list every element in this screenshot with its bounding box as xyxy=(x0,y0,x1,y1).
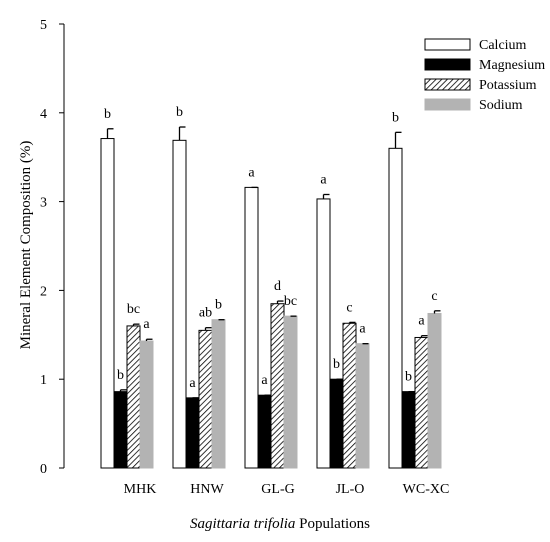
y-tick-label: 1 xyxy=(40,373,47,388)
significance-letter: d xyxy=(274,279,281,294)
axes: 0 1 2 3 4 5 xyxy=(40,18,65,477)
bar-potassium-mhk xyxy=(126,325,141,469)
bar-sodium-hnw xyxy=(211,319,226,469)
x-category-label: HNW xyxy=(190,482,224,497)
significance-letter: a xyxy=(320,172,327,187)
y-tick-label: 3 xyxy=(40,196,47,211)
y-tick-label: 5 xyxy=(40,18,47,33)
x-axis-title-rest: Populations xyxy=(295,516,370,532)
bar-potassium-jl-o xyxy=(342,322,357,469)
y-tick-label: 4 xyxy=(40,107,47,122)
significance-letter: b xyxy=(392,110,399,125)
significance-letter: a xyxy=(248,165,255,180)
bar-calcium-wc-xc xyxy=(388,147,403,469)
legend-swatch-potassium xyxy=(424,78,471,91)
legend-swatch-sodium xyxy=(424,98,471,111)
x-axis-title-italic: Sagittaria trifolia xyxy=(190,516,295,532)
significance-letter: a xyxy=(143,317,150,332)
bar-sodium-mhk xyxy=(139,340,154,469)
significance-letter: a xyxy=(359,322,366,337)
legend-label-potassium: Potassium xyxy=(479,78,537,93)
legend-label-calcium: Calcium xyxy=(479,38,527,53)
x-category-label: WC-XC xyxy=(403,482,450,497)
significance-letter: c xyxy=(431,289,437,304)
significance-letter: b xyxy=(215,298,222,313)
bar-magnesium-gl-g xyxy=(257,394,272,469)
bar-calcium-jl-o xyxy=(316,198,331,469)
bar-potassium-hnw xyxy=(198,329,213,469)
significance-letter: c xyxy=(346,300,352,315)
significance-letter: b xyxy=(176,105,183,120)
legend-swatch-calcium xyxy=(424,38,471,51)
legend: Calcium Magnesium Potassium Sodium xyxy=(424,38,545,113)
significance-letter: bc xyxy=(284,294,297,309)
bar-magnesium-mhk xyxy=(113,391,128,469)
x-axis-title: Sagittaria trifolia Populations xyxy=(190,516,370,532)
significance-letter: a xyxy=(261,373,268,388)
legend-label-magnesium: Magnesium xyxy=(479,58,545,73)
significance-letter: ab xyxy=(199,306,212,321)
significance-letter: a xyxy=(418,314,425,329)
significance-letter: b xyxy=(117,368,124,383)
x-category-label: JL-O xyxy=(336,482,365,497)
bar-sodium-wc-xc xyxy=(427,312,442,469)
bar-magnesium-wc-xc xyxy=(401,391,416,469)
x-category-label: GL-G xyxy=(261,482,294,497)
significance-letter: b xyxy=(333,357,340,372)
bar-potassium-gl-g xyxy=(270,303,285,469)
bar-magnesium-jl-o xyxy=(329,378,344,469)
y-axis-title: Mineral Element Composition (%) xyxy=(18,141,34,350)
bar-magnesium-hnw xyxy=(185,397,200,469)
bar-calcium-mhk xyxy=(100,138,115,469)
bar-sodium-gl-g xyxy=(283,315,298,469)
bar-calcium-gl-g xyxy=(244,186,259,469)
x-category-label: MHK xyxy=(124,482,157,497)
significance-letter: b xyxy=(104,107,111,122)
bar-sodium-jl-o xyxy=(355,343,370,469)
significance-letter: b xyxy=(405,370,412,385)
bar-potassium-wc-xc xyxy=(414,336,429,469)
bars-group xyxy=(100,126,442,469)
significance-letter: bc xyxy=(127,302,140,317)
y-tick-label: 0 xyxy=(40,462,47,477)
legend-swatch-magnesium xyxy=(424,58,471,71)
legend-label-sodium: Sodium xyxy=(479,98,523,113)
bar-calcium-hnw xyxy=(172,139,187,469)
y-tick-label: 2 xyxy=(40,284,47,299)
significance-letter: a xyxy=(189,376,196,391)
